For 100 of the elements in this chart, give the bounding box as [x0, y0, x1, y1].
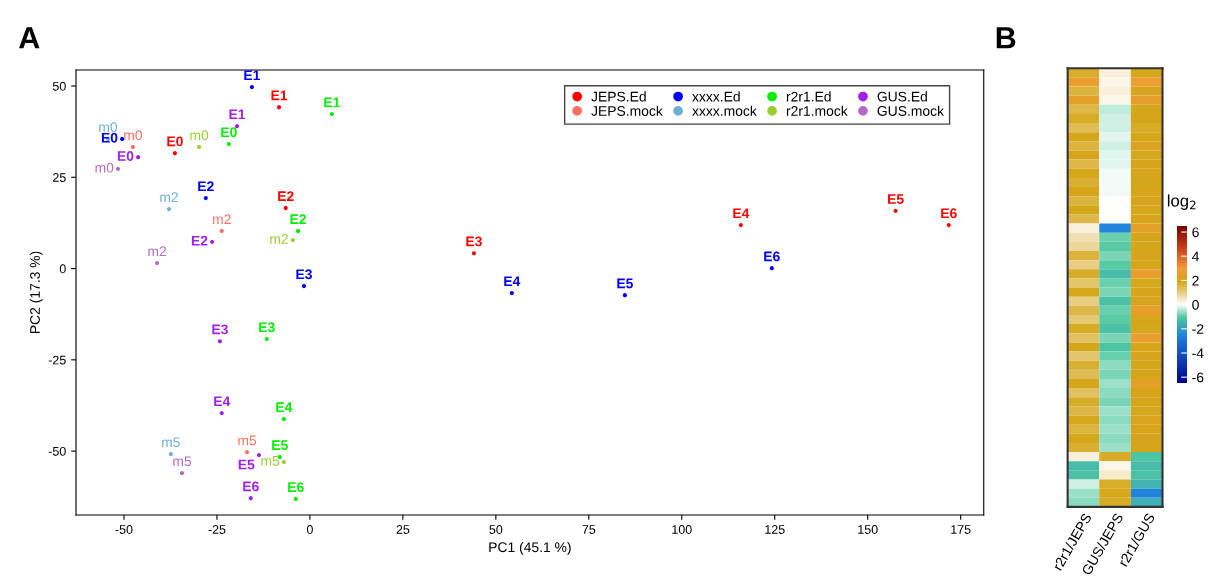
point: [154, 260, 160, 266]
data-label: E6: [288, 482, 304, 493]
data-label: m2: [160, 192, 178, 202]
data-label: E0: [221, 127, 237, 138]
data-label: E5: [888, 194, 904, 204]
point: [893, 208, 898, 213]
data-label: m0: [99, 122, 118, 133]
point: [264, 336, 269, 342]
point: [738, 223, 743, 228]
x-tick-label: 0: [306, 525, 313, 534]
color-bar-label: 2: [1192, 275, 1199, 286]
point: [471, 251, 476, 256]
legend-label: GUS.mock: [877, 105, 945, 116]
point: [256, 453, 262, 458]
color-bar-label: -6: [1192, 372, 1204, 383]
y-tick-label: -25: [48, 355, 66, 365]
x-tick-label: -50: [115, 525, 133, 534]
data-label: E1: [229, 109, 246, 120]
point: [130, 144, 135, 150]
color-bar-label: -4: [1192, 348, 1204, 359]
legend-label: GUS.Ed: [877, 91, 927, 102]
x-tick-label: 25: [396, 525, 410, 534]
data-label: E4: [733, 208, 750, 219]
data-label: E1: [244, 70, 260, 81]
data-label: E2: [278, 191, 294, 201]
data-label: m2: [270, 233, 288, 244]
legend-label: JEPS.Ed: [591, 91, 646, 102]
point: [329, 112, 334, 117]
x-tick-label: 150: [858, 525, 878, 534]
point: [210, 239, 215, 244]
data-label: m0: [124, 130, 142, 141]
point: [769, 266, 774, 271]
point: [281, 416, 286, 422]
data-label: m5: [238, 435, 257, 446]
data-label: E3: [259, 322, 275, 333]
point: [622, 293, 627, 298]
point: [281, 459, 286, 465]
data-label: E5: [272, 440, 288, 451]
data-label: E1: [271, 90, 288, 101]
data-label: E6: [764, 251, 780, 262]
x-tick-label: 175: [951, 525, 971, 534]
point: [248, 496, 253, 501]
point: [276, 105, 282, 110]
data-label: E3: [296, 269, 312, 280]
y-axis-title: PC2 (17.3 %): [29, 251, 43, 334]
x-axis-title: PC1 (45.1 %): [489, 541, 571, 555]
x-tick-label: 125: [765, 525, 785, 534]
color-bar-label: -2: [1192, 324, 1204, 334]
y-tick-label: 25: [53, 173, 66, 182]
point: [172, 151, 177, 156]
point: [946, 223, 951, 228]
data-label: m5: [162, 437, 180, 448]
data-label: E3: [212, 324, 228, 335]
data-label: E2: [191, 235, 208, 246]
point: [219, 411, 224, 416]
data-label: E2: [290, 214, 306, 224]
data-label: E5: [617, 278, 633, 289]
point: [219, 228, 224, 234]
point: [226, 141, 231, 147]
data-label: E0: [167, 136, 183, 147]
data-label: E4: [214, 396, 231, 407]
point: [301, 284, 307, 289]
data-label: m0: [95, 162, 114, 173]
x-tick-label: 100: [672, 525, 692, 534]
data-label: m2: [148, 246, 167, 257]
legend-label: r2r1.mock: [786, 105, 848, 116]
data-label: m5: [173, 456, 192, 467]
data-label: E6: [941, 208, 957, 219]
data-label: E3: [466, 236, 482, 247]
data-label: E1: [324, 97, 340, 108]
point: [509, 290, 514, 296]
legend-label: xxxx.Ed: [692, 91, 740, 102]
data-label: E4: [504, 276, 521, 286]
point: [197, 144, 202, 150]
point: [115, 166, 121, 171]
point: [217, 339, 222, 344]
point: [293, 496, 298, 502]
x-tick-label: 75: [582, 525, 596, 534]
data-label: E6: [243, 481, 259, 492]
x-tick-label: -25: [208, 525, 226, 534]
y-tick-label: 0: [59, 264, 66, 274]
data-label: m2: [213, 214, 231, 224]
point: [290, 237, 295, 243]
chart-title: B: [996, 27, 1016, 49]
y-tick-label: -50: [48, 446, 66, 456]
x-tick-label: 50: [489, 525, 503, 534]
point: [168, 451, 173, 457]
point: [244, 450, 250, 455]
data-label: m0: [190, 130, 209, 141]
color-bar-label: 0: [1192, 299, 1199, 310]
point: [203, 196, 208, 201]
data-label: E0: [117, 151, 134, 161]
y-tick-label: 50: [52, 81, 66, 91]
point: [283, 205, 288, 211]
data-label: m5: [261, 456, 280, 466]
data-label: E5: [238, 459, 255, 470]
data-label: E0: [101, 132, 118, 143]
data-label: E4: [276, 402, 293, 412]
color-bar-label: 6: [1192, 227, 1199, 238]
point: [166, 206, 172, 212]
